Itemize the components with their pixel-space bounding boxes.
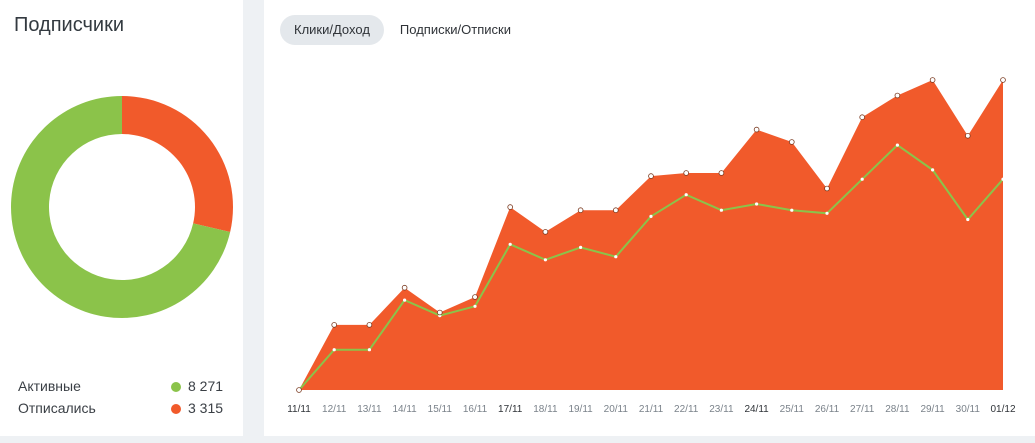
area-point[interactable]	[683, 170, 690, 176]
area-point[interactable]	[577, 207, 584, 214]
x-tick-label: 20/11	[604, 404, 629, 415]
area-point[interactable]	[964, 133, 971, 139]
x-tick-label: 24/11	[744, 404, 769, 415]
x-tick-label: 11/11	[287, 404, 311, 415]
line-point	[332, 348, 336, 352]
legend-item-active: Активные 8 271	[18, 378, 228, 400]
x-tick-label: 29/11	[920, 404, 945, 415]
area-point[interactable]	[718, 170, 725, 176]
donut-slice-active	[11, 96, 231, 318]
area-point[interactable]	[1000, 77, 1006, 83]
line-point	[543, 258, 547, 262]
clicks-income-chart: 11/11 12/11 13/11 14/11 15/11 16/11 17/11 18/11…	[287, 77, 1016, 415]
x-tick-label: 12/11	[322, 404, 347, 415]
x-tick-label: 19/11	[568, 404, 593, 415]
tab-subscriptions-unsubscriptions[interactable]: Подписки/Отписки	[399, 22, 511, 37]
area-point[interactable]	[648, 173, 654, 179]
line-point	[614, 255, 618, 259]
line-point	[966, 217, 970, 222]
line-point	[367, 348, 371, 352]
legend-value: 3 315	[188, 400, 224, 416]
x-tick-label: 01/12	[990, 404, 1015, 415]
line-point	[755, 202, 759, 206]
area-point[interactable]	[612, 207, 619, 214]
x-tick-label: 23/11	[709, 404, 734, 415]
subscribers-panel: Подписчики Активные 8 271 Отписались 3 3…	[0, 0, 243, 436]
line-point	[649, 214, 653, 218]
x-tick-label: 13/11	[357, 404, 382, 415]
legend-label: Отписались	[18, 400, 96, 416]
tab-clicks-income[interactable]: Клики/Доход	[280, 15, 384, 45]
donut-slice-unsubscribed	[122, 96, 234, 232]
legend-dot-orange-icon	[171, 404, 181, 414]
area-point[interactable]	[753, 126, 760, 133]
x-tick-label: 14/11	[392, 404, 417, 415]
area-point[interactable]	[542, 229, 549, 235]
area-point[interactable]	[929, 77, 936, 83]
x-tick-label: 26/11	[815, 404, 840, 415]
line-point	[508, 242, 512, 246]
chart-tabs: Клики/Доход Подписки/Отписки	[280, 15, 527, 45]
legend-value: 8 271	[188, 378, 224, 394]
line-point	[579, 245, 583, 249]
line-point	[790, 208, 794, 212]
area-point[interactable]	[859, 114, 865, 120]
subscribers-donut-chart	[11, 96, 234, 318]
x-tick-label: 28/11	[885, 404, 910, 415]
donut-legend: Активные 8 271 Отписались 3 315	[18, 378, 228, 422]
area-point[interactable]	[296, 387, 302, 393]
area-point[interactable]	[894, 92, 901, 99]
area-point[interactable]	[788, 139, 795, 145]
line-point	[1001, 177, 1005, 181]
legend-label: Активные	[18, 378, 81, 394]
stats-panel: 11/11 12/11 13/11 14/11 15/11 16/11 17/11 18/11…	[264, 0, 1035, 436]
area-point[interactable]	[824, 185, 830, 192]
x-tick-label: 18/11	[533, 404, 558, 415]
x-tick-label: 25/11	[780, 404, 805, 415]
line-point	[403, 298, 407, 302]
x-tick-label: 21/11	[639, 404, 664, 415]
area-point[interactable]	[331, 322, 337, 328]
line-point	[860, 177, 864, 181]
line-point	[473, 304, 477, 308]
area-point[interactable]	[437, 309, 443, 316]
area-point[interactable]	[401, 284, 408, 291]
x-tick-label: 16/11	[463, 404, 488, 415]
x-tick-label: 27/11	[850, 404, 875, 415]
legend-dot-green-icon	[171, 382, 181, 392]
line-point	[825, 211, 829, 215]
x-tick-label: 17/11	[498, 404, 523, 415]
area-series	[299, 80, 1003, 390]
area-point[interactable]	[507, 204, 514, 210]
x-tick-label: 15/11	[428, 404, 453, 415]
line-point	[931, 168, 935, 172]
line-point	[895, 143, 900, 147]
panel-title: Подписчики	[14, 14, 125, 36]
line-point	[719, 208, 723, 212]
area-point[interactable]	[366, 322, 373, 328]
area-point[interactable]	[472, 294, 478, 300]
x-tick-label: 30/11	[956, 404, 981, 415]
line-point	[684, 193, 688, 197]
legend-item-unsubscribed: Отписались 3 315	[18, 400, 228, 422]
x-tick-label: 22/11	[674, 404, 699, 415]
